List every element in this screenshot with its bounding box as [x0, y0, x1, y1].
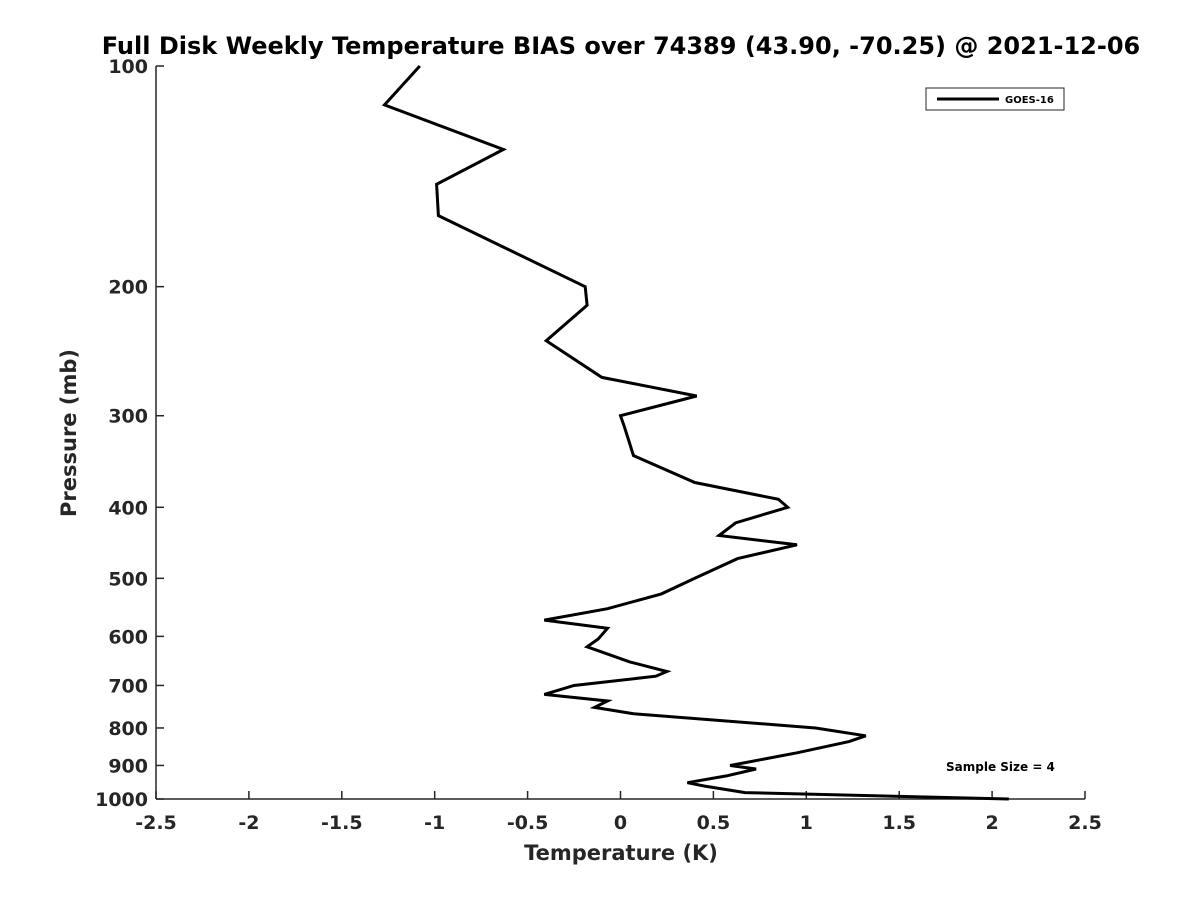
x-tick-label: -2	[238, 812, 259, 834]
series-line-goes-16	[381, 64, 1009, 801]
x-tick-label: -2.5	[135, 812, 177, 834]
legend-label-goes-16: GOES-16	[1005, 95, 1054, 106]
x-tick-label: 2.5	[1068, 812, 1102, 834]
x-tick-label: 2	[985, 812, 998, 834]
y-tick-label: 1000	[95, 789, 148, 811]
x-tick-label: 0	[614, 812, 627, 834]
series-layer	[381, 64, 1009, 801]
x-tick-label: 1	[800, 812, 813, 834]
x-tick-label: -1.5	[321, 812, 363, 834]
x-axis-label: Temperature (K)	[524, 841, 718, 865]
y-tick-label: 200	[108, 277, 148, 299]
y-tick-label: 300	[108, 406, 148, 428]
y-ticks: 100 200 300 400 500 600 700 800 900 1000	[95, 56, 164, 811]
y-tick-label: 400	[108, 497, 148, 519]
y-tick-label: 500	[108, 568, 148, 590]
legend: GOES-16	[925, 87, 1065, 111]
y-tick-label: 800	[108, 718, 148, 740]
y-tick-label: 600	[108, 626, 148, 648]
y-tick-label: 700	[108, 675, 148, 697]
x-ticks: -2.5 -2 -1.5 -1 -0.5 0 0.5 1 1.5 2 2.5	[135, 791, 1102, 834]
sample-size-annotation: Sample Size = 4	[946, 760, 1055, 774]
y-axis-label: Pressure (mb)	[57, 349, 81, 517]
x-tick-label: -0.5	[507, 812, 549, 834]
y-tick-label: 100	[108, 56, 148, 78]
x-tick-label: 0.5	[697, 812, 731, 834]
y-tick-label: 900	[108, 755, 148, 777]
x-tick-label: -1	[424, 812, 445, 834]
chart-title: Full Disk Weekly Temperature BIAS over 7…	[102, 32, 1141, 60]
x-tick-label: 1.5	[882, 812, 916, 834]
